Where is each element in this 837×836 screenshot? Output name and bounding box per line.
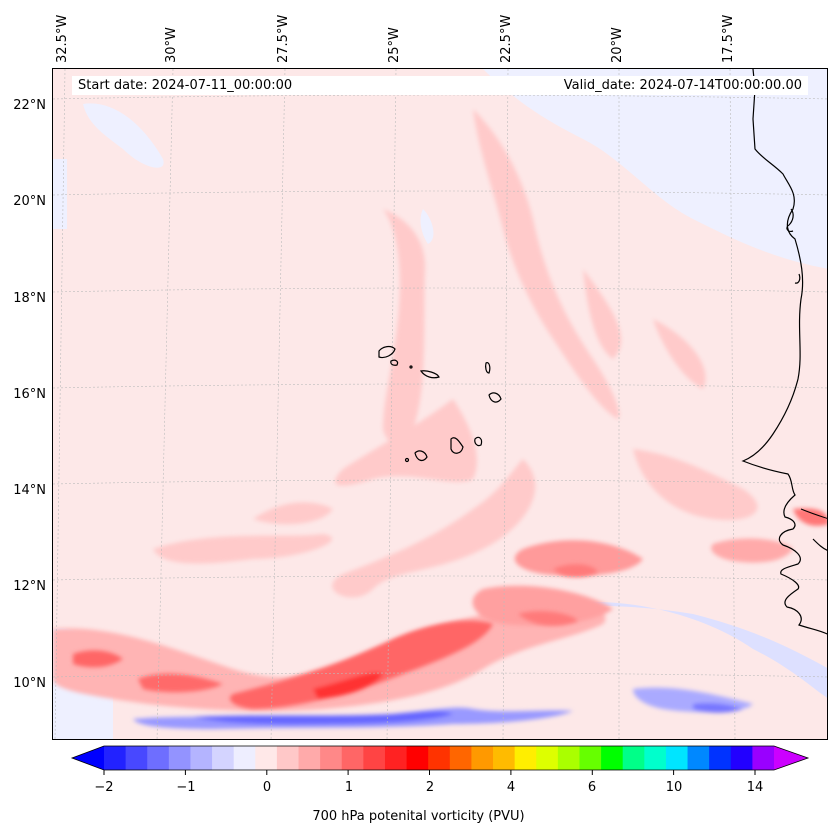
colorbar-tick-label-14: 14: [746, 780, 764, 795]
colorbar-segment: [104, 746, 127, 770]
colorbar-segment: [752, 746, 775, 770]
colorbar-tick-label-10: 10: [665, 780, 683, 795]
colorbar-segment: [644, 746, 667, 770]
start-date-label: Start date: 2024-07-11_00:00:00: [78, 78, 293, 93]
colorbar-tick-label-1: 1: [344, 780, 354, 795]
colorbar-segment: [687, 746, 710, 770]
colorbar-segment: [665, 746, 689, 770]
colorbar-segments: [104, 746, 775, 770]
colorbar-tick-label-6: 6: [587, 780, 597, 795]
colorbar-segment: [730, 746, 753, 770]
colorbar-tick-marks: [103, 770, 756, 775]
colorbar-segment: [384, 746, 408, 770]
colorbar-outline: [70, 745, 810, 771]
colorbar-segment: [601, 746, 624, 770]
colorbar-segment: [341, 746, 364, 770]
lon-label-25w: 25°W: [387, 27, 402, 63]
lon-label-32-5w: 32.5°W: [55, 14, 70, 63]
colorbar-segment: [320, 746, 343, 770]
colorbar-tick-label-4: 4: [506, 780, 516, 795]
colorbar-label: 700 hPa potenital vorticity (PVU): [312, 809, 525, 824]
lat-label-10n: 10°N: [13, 676, 46, 691]
colorbar-tick-label-2: 2: [425, 780, 435, 795]
colorbar-segment: [363, 746, 386, 770]
red-pv-core: [73, 564, 598, 709]
valid-date-label: Valid_date: 2024-07-14T00:00:00.00: [563, 78, 802, 93]
lat-label-20n: 20°N: [13, 194, 46, 209]
colorbar-segment: [233, 746, 256, 770]
colorbar-segment: [406, 746, 429, 770]
lon-label-27-5w: 27.5°W: [276, 14, 291, 63]
colorbar-segment: [125, 746, 148, 770]
colorbar-segment: [709, 746, 732, 770]
colorbar-segment: [428, 746, 451, 770]
date-banner: Start date: 2024-07-11_00:00:00 Valid_da…: [72, 76, 808, 95]
lat-label-16n: 16°N: [13, 387, 46, 402]
lon-label-30w: 30°W: [164, 27, 179, 63]
colorbar-segment: [190, 746, 213, 770]
colorbar-tick-label-neg1: −1: [176, 780, 196, 795]
lat-label-14n: 14°N: [13, 483, 46, 498]
colorbar-segment: [557, 746, 581, 770]
colorbar-segment: [212, 746, 235, 770]
colorbar-max-extend-arrow: [774, 746, 808, 770]
colorbar-segment: [514, 746, 537, 770]
lat-label-18n: 18°N: [13, 291, 46, 306]
colorbar-segment: [168, 746, 192, 770]
colorbar-min-extend-arrow: [72, 746, 104, 770]
gridlines: [53, 69, 827, 739]
lat-label-22n: 22°N: [13, 98, 46, 113]
colorbar-segment: [298, 746, 321, 770]
coastlines: [741, 69, 827, 635]
colorbar-segment: [579, 746, 602, 770]
cape-verde-islands: [378, 345, 502, 463]
colorbar-segment: [276, 746, 300, 770]
colorbar-segment: [493, 746, 516, 770]
colorbar-segment: [255, 746, 278, 770]
lat-label-12n: 12°N: [13, 579, 46, 594]
pv-map: [52, 68, 828, 740]
colorbar-segment: [449, 746, 473, 770]
positive-pv-filaments: [153, 109, 758, 598]
lon-label-22-5w: 22.5°W: [499, 14, 514, 63]
negative-pv-jet: [133, 687, 753, 729]
colorbar-tick-label-0: 0: [262, 780, 272, 795]
coastlines-senegal: [786, 208, 801, 284]
pv-field: [53, 69, 827, 739]
colorbar-segment: [536, 746, 559, 770]
lon-label-20w: 20°W: [610, 27, 625, 63]
colorbar-segment: [471, 746, 494, 770]
colorbar-tick-label-neg2: −2: [94, 780, 114, 795]
colorbar-segment: [622, 746, 645, 770]
lon-label-17-5w: 17.5°W: [721, 14, 736, 63]
colorbar-segment: [147, 746, 170, 770]
